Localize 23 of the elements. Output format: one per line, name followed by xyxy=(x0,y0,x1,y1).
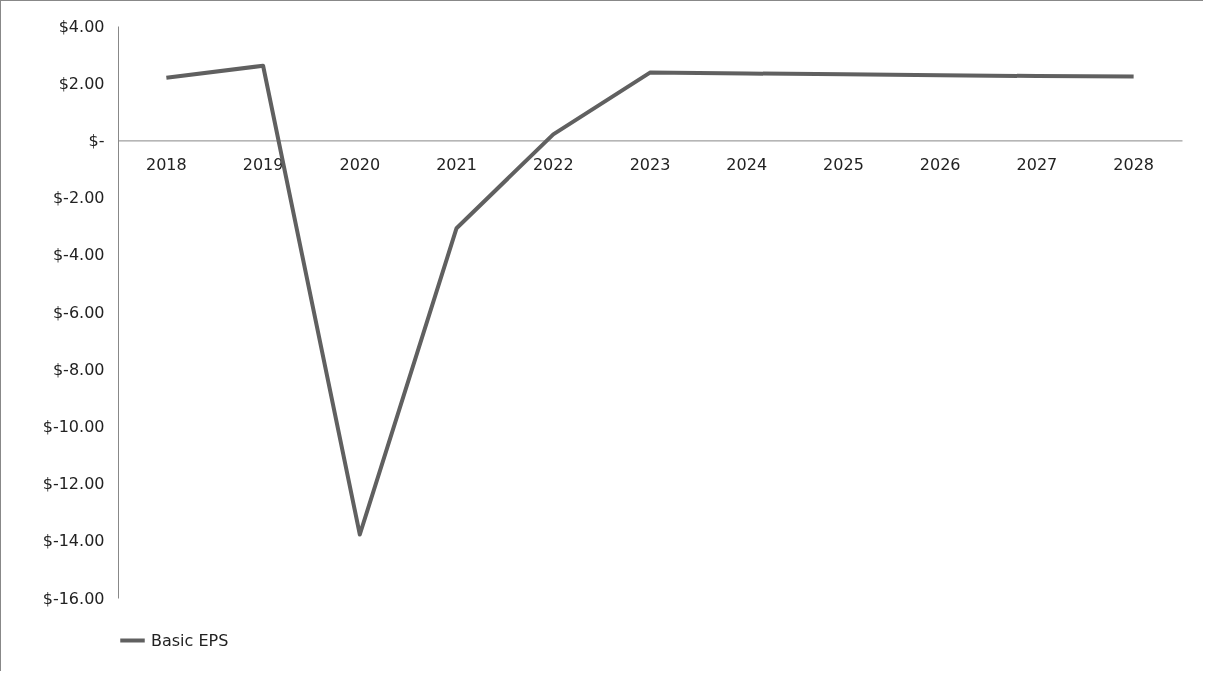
y-tick-label: $-10.00 xyxy=(42,416,105,436)
x-tick-label: 2025 xyxy=(823,154,864,174)
x-tick-label: 2023 xyxy=(629,154,671,174)
x-tick-label: 2018 xyxy=(146,154,187,174)
x-tick-label: 2019 xyxy=(242,154,284,174)
x-tick-label: 2027 xyxy=(1016,154,1058,174)
y-tick-label: $4.00 xyxy=(58,16,105,36)
y-tick-label: $-14.00 xyxy=(42,531,105,551)
x-tick-label: 2021 xyxy=(436,154,477,174)
y-tick-label: $-16.00 xyxy=(42,588,105,608)
y-tick-label: $-8.00 xyxy=(52,359,105,379)
legend-label: Basic EPS xyxy=(151,630,229,650)
x-tick-label: 2022 xyxy=(532,154,574,174)
x-tick-label: 2026 xyxy=(919,154,961,174)
x-tick-label: 2024 xyxy=(726,154,768,174)
y-tick-label: $-4.00 xyxy=(52,245,105,265)
y-tick-label: $- xyxy=(88,130,105,150)
y-tick-label: $-6.00 xyxy=(52,302,105,322)
x-tick-label: 2028 xyxy=(1113,154,1154,174)
y-tick-label: $-12.00 xyxy=(42,474,105,494)
x-tick-label: 2020 xyxy=(339,154,381,174)
y-tick-label: $-2.00 xyxy=(52,188,105,208)
y-tick-label: $2.00 xyxy=(58,73,105,93)
